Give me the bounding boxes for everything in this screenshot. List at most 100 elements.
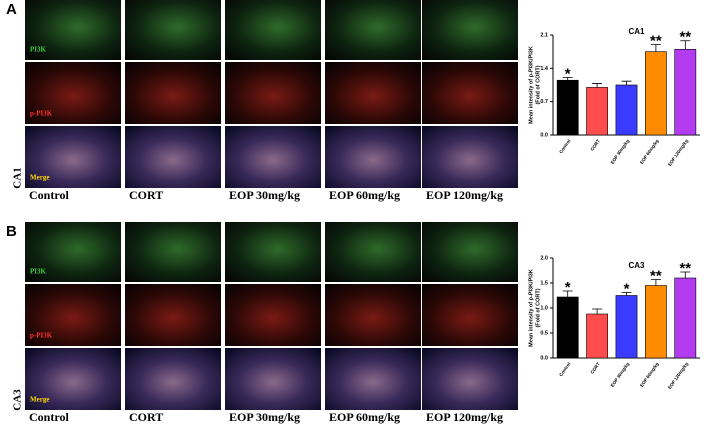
micrograph (422, 126, 518, 188)
micrograph (25, 0, 121, 60)
region-label: CA1 (12, 167, 24, 188)
x-tick-label: EOP 60mg/kg (639, 138, 660, 165)
bar (556, 296, 579, 359)
micrograph (25, 126, 121, 188)
y-tick-label: 2.1 (540, 32, 548, 38)
micrograph (422, 284, 518, 346)
micrograph (225, 62, 321, 124)
micrograph (225, 222, 321, 282)
x-tick-label: CORT (589, 361, 601, 375)
y-tick-label: 1.4 (540, 66, 549, 72)
micrograph (422, 62, 518, 124)
region-label: CA3 (12, 389, 24, 411)
bar (556, 79, 579, 136)
x-tick-label: EOP 60mg/kg (639, 361, 660, 388)
chart-title: CA3 (628, 261, 645, 270)
bar (586, 87, 608, 136)
column-label: EOP 30mg/kg (229, 410, 300, 424)
bar (615, 295, 638, 359)
y-tick-label: 0.0 (540, 132, 548, 138)
error-bar (562, 290, 573, 297)
error-bar (680, 271, 691, 278)
x-tick-label: EOP 120mg/kg (667, 361, 689, 390)
micrograph (422, 348, 518, 410)
error-bar (562, 76, 573, 81)
panel-label: B (6, 223, 17, 240)
micrograph (125, 126, 221, 188)
micrograph (422, 222, 518, 282)
row-label: p-PI3K (30, 110, 53, 118)
significance-mark: * (565, 65, 571, 82)
micrograph (325, 62, 421, 124)
error-bar (650, 44, 661, 52)
y-tick-label: 0.7 (540, 99, 548, 105)
micrograph (325, 0, 421, 60)
x-tick-label: CORT (589, 138, 601, 152)
row-label: p-PI3K (30, 332, 53, 340)
row-label: Merge (30, 174, 49, 182)
micrograph (225, 348, 321, 410)
micrograph (325, 222, 421, 282)
y-axis-label: Mean intensity of p-PI3K/PI3K (528, 46, 534, 124)
error-bar (621, 80, 632, 85)
micrograph (325, 348, 421, 410)
micrograph (125, 0, 221, 60)
column-label: EOP 60mg/kg (329, 188, 400, 202)
y-axis-label: Mean intensity of p-PI3K/PI3K (528, 269, 534, 347)
panel-label: A (6, 1, 17, 18)
x-tick-label: Control (558, 361, 571, 377)
micrograph (325, 126, 421, 188)
bar (586, 313, 608, 359)
micrograph (25, 348, 121, 410)
significance-mark: * (565, 279, 571, 296)
y-tick-label: 1.5 (540, 280, 548, 286)
micrograph (125, 348, 221, 410)
column-label: Control (29, 410, 69, 424)
significance-mark: ** (650, 32, 662, 49)
row-label: Merge (30, 396, 49, 404)
micrograph (25, 222, 121, 282)
column-label: EOP 120mg/kg (426, 410, 503, 424)
column-label: EOP 60mg/kg (329, 410, 400, 424)
micrograph (25, 62, 121, 124)
error-bar (592, 83, 603, 88)
error-bar (680, 40, 691, 50)
y-tick-label: 2.0 (540, 255, 548, 261)
y-axis-label: (Fold of CORT) (535, 65, 541, 104)
column-label: Control (29, 188, 69, 202)
significance-mark: ** (679, 29, 691, 46)
error-bar (650, 279, 661, 286)
x-tick-label: EOP 120mg/kg (667, 138, 689, 167)
micrograph (325, 284, 421, 346)
significance-mark: * (624, 280, 630, 297)
y-axis-label: (Fold of CORT) (535, 288, 541, 327)
micrograph (225, 126, 321, 188)
x-tick-label: EOP 30mg/kg (610, 361, 631, 388)
micrograph (125, 284, 221, 346)
significance-mark: ** (650, 267, 662, 284)
column-label: EOP 120mg/kg (426, 188, 503, 202)
bar (645, 51, 667, 136)
micrograph (25, 284, 121, 346)
error-bar (621, 292, 632, 296)
chart-title: CA1 (628, 27, 645, 36)
row-label: PI3K (30, 268, 47, 276)
error-bar (592, 308, 603, 314)
significance-mark: ** (679, 260, 691, 277)
bar (674, 48, 697, 136)
x-tick-label: Control (558, 138, 571, 154)
micrograph (225, 284, 321, 346)
column-label: CORT (129, 410, 163, 424)
column-label: CORT (129, 188, 163, 202)
row-label: PI3K (30, 46, 47, 54)
micrograph (225, 0, 321, 60)
micrograph (125, 62, 221, 124)
y-tick-label: 0.0 (540, 355, 548, 361)
micrograph (422, 0, 518, 60)
bar (645, 285, 667, 359)
y-tick-label: 0.5 (540, 330, 548, 336)
y-tick-label: 1.0 (540, 305, 548, 311)
bar (674, 277, 697, 359)
x-tick-label: EOP 30mg/kg (610, 138, 631, 165)
